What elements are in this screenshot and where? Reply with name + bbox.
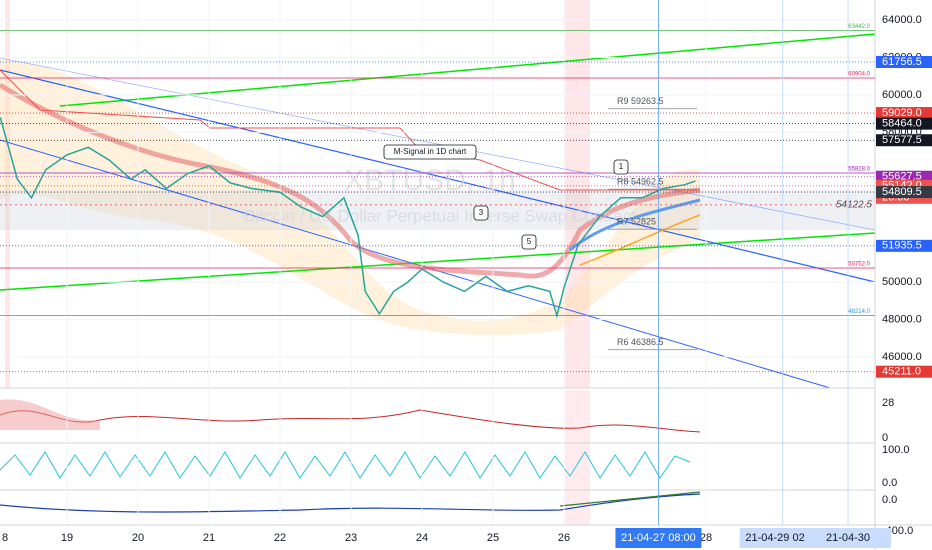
annotation-text: M-Signal in 1D chart	[394, 147, 467, 156]
level-label: 59029.0	[882, 107, 922, 119]
indicator-fill	[0, 399, 100, 430]
date-badge	[615, 528, 702, 548]
pivot-label: 55828.0	[848, 167, 870, 173]
annotation-text: 3	[479, 208, 484, 217]
indicator-label: 100.0	[882, 444, 910, 456]
pivot-label: 48214.0	[848, 309, 870, 315]
watermark: XBTUSD, 1h	[344, 164, 516, 197]
indicator-label: 0.0	[882, 494, 897, 506]
level-label: 57577.5	[882, 134, 922, 146]
price-line	[0, 117, 696, 319]
level-badge	[876, 56, 932, 69]
indicator-line	[559, 491, 701, 507]
y-tick-label: 48000.0	[882, 313, 922, 325]
level-label: 51935.5	[882, 240, 922, 252]
x-tick-label: 19	[61, 532, 73, 544]
trend-line	[59, 33, 876, 107]
trend-line	[0, 57, 876, 231]
pivot-label: 50752.0	[848, 262, 870, 268]
moving-average	[0, 82, 701, 279]
date-label: 21-04-30	[826, 532, 870, 544]
pivot-label: R6 46386.5	[617, 337, 664, 347]
level-label: 58464.0	[882, 118, 922, 130]
trend-line	[0, 69, 876, 283]
x-tick-label: 21	[203, 532, 215, 544]
annotation-box	[383, 144, 477, 160]
x-tick-label: 8	[2, 532, 8, 544]
pivot-label: R8 54962.5	[617, 177, 664, 187]
x-tick-label: 26	[558, 532, 570, 544]
level-label: 54809.5	[882, 186, 922, 198]
pivot-label: R7 52825	[617, 217, 656, 227]
oscillator	[0, 451, 691, 479]
session-band	[5, 0, 10, 388]
level-badge	[876, 186, 932, 199]
level-label: 61756.5	[882, 56, 922, 68]
level-label: 45211.0	[882, 366, 921, 378]
x-tick-label: 20	[132, 532, 144, 544]
moving-average	[579, 214, 701, 266]
level-badge	[876, 107, 932, 120]
pivot-label: R9 59263.5	[617, 96, 664, 106]
date-label: 21-04-27 08:00	[621, 532, 696, 544]
date-badge	[739, 528, 826, 548]
annotation-box	[521, 234, 537, 250]
pivot-label: 63442.0	[848, 24, 870, 30]
level-badge	[876, 365, 932, 378]
y-tick-label: 60000.0	[882, 89, 922, 101]
x-tick-label: 23	[345, 532, 357, 544]
session-band	[565, 0, 590, 388]
level-badge	[876, 117, 932, 130]
date-label: 21-04-29 02:00	[745, 532, 820, 544]
y-tick-label: 64000.0	[882, 14, 922, 26]
pivot-label: 60904.0	[848, 72, 870, 78]
x-tick-label: 22	[274, 532, 286, 544]
indicator-label: 28	[882, 397, 894, 409]
range-box	[0, 190, 875, 230]
level-badge	[876, 239, 932, 252]
level-badge	[876, 170, 932, 183]
date-badge	[805, 528, 892, 548]
indicator-line	[0, 493, 701, 513]
annotation-box	[613, 159, 629, 175]
watermark-subtitle: Bitcoin / US Dollar Perpetual Inverse Sw…	[244, 206, 636, 225]
y-tick-label: 50000.0	[882, 276, 922, 288]
annotation-text: 1	[619, 162, 624, 171]
annotation-box	[473, 205, 489, 221]
level-badge	[876, 134, 932, 147]
indicator-label: 0.0	[882, 477, 897, 489]
y-tick-label: 46000.0	[882, 351, 922, 363]
trend-line	[0, 232, 876, 291]
annotation-text: 5	[527, 237, 532, 246]
indicator-label: 0	[882, 432, 888, 444]
session-band	[565, 390, 590, 525]
x-tick-label: 24	[416, 532, 428, 544]
x-tick-label: 25	[487, 532, 499, 544]
x-tick-label: 28	[700, 532, 712, 544]
level-label: 55627.5	[882, 171, 922, 183]
mid-label: 54122.5	[836, 200, 873, 211]
